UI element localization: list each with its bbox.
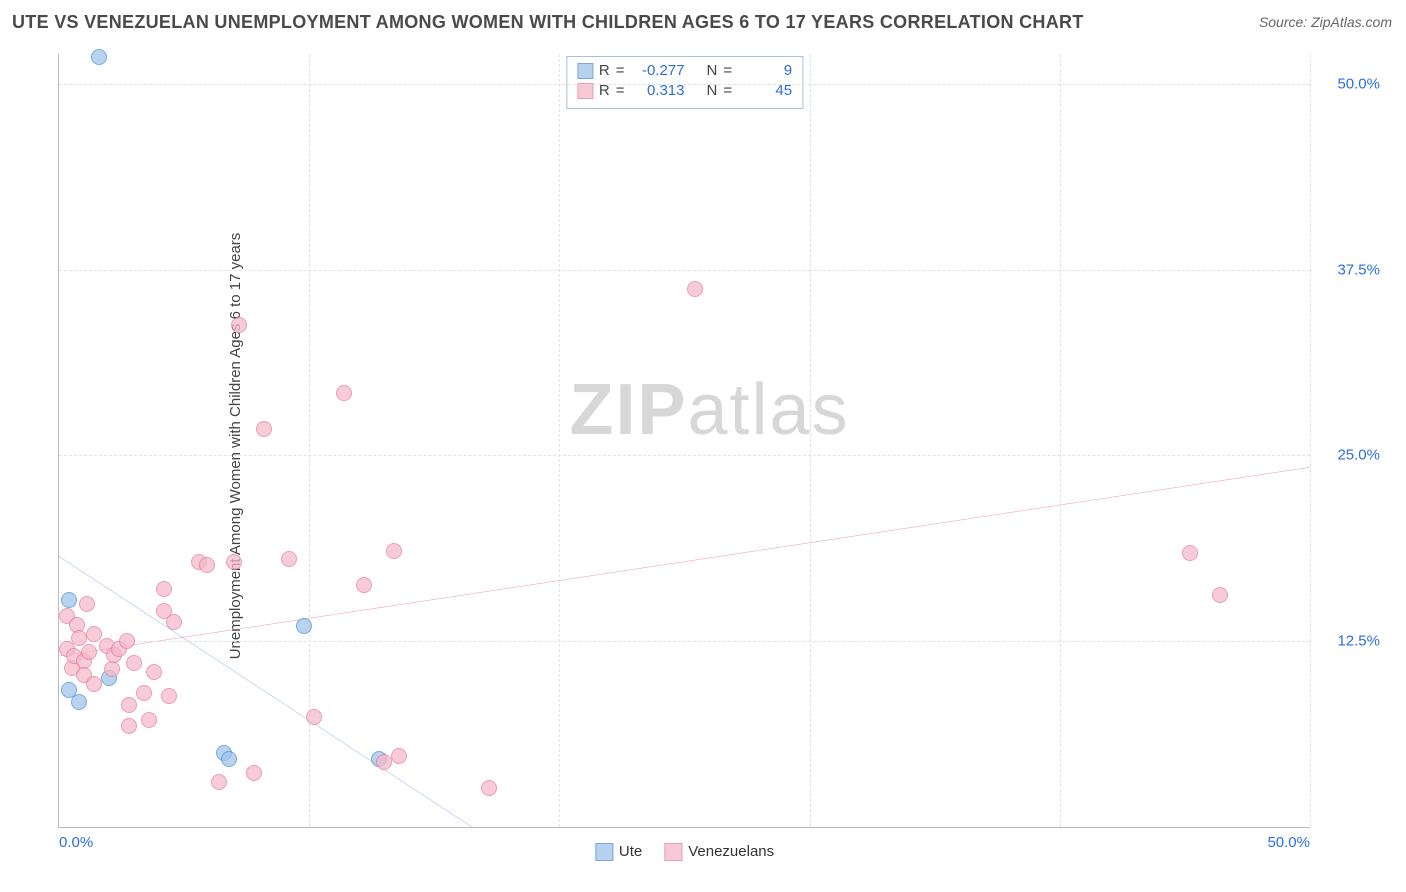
gridline-vertical	[810, 54, 811, 827]
scatter-point	[199, 557, 215, 573]
y-tick-label: 50.0%	[1320, 75, 1380, 92]
scatter-point	[687, 281, 703, 297]
scatter-point	[481, 780, 497, 796]
scatter-point	[226, 554, 242, 570]
scatter-point	[91, 49, 107, 65]
legend-item: Ute	[595, 843, 642, 861]
legend-swatch	[664, 843, 682, 861]
scatter-point	[246, 765, 262, 781]
n-value: 9	[738, 61, 792, 81]
scatter-point	[391, 748, 407, 764]
scatter-point	[146, 664, 162, 680]
x-tick-max: 50.0%	[1267, 834, 1310, 851]
scatter-point	[141, 712, 157, 728]
scatter-point	[81, 644, 97, 660]
source-attribution: Source: ZipAtlas.com	[1259, 14, 1392, 30]
y-tick-label: 25.0%	[1320, 447, 1380, 464]
trend-line	[59, 467, 1310, 656]
scatter-point	[61, 592, 77, 608]
scatter-point	[281, 551, 297, 567]
scatter-point	[1212, 587, 1228, 603]
scatter-point	[231, 317, 247, 333]
scatter-point	[306, 709, 322, 725]
scatter-point	[156, 581, 172, 597]
scatter-point	[211, 774, 227, 790]
scatter-point	[104, 661, 120, 677]
r-value: -0.277	[631, 61, 685, 81]
watermark-bold: ZIP	[569, 370, 687, 450]
gridline-horizontal	[59, 84, 1310, 85]
scatter-point	[166, 614, 182, 630]
scatter-point	[376, 754, 392, 770]
scatter-point	[1182, 545, 1198, 561]
plot-area: ZIPatlas R=-0.277N=9R=0.313N=45 UteVenez…	[58, 54, 1310, 828]
legend-swatch	[595, 843, 613, 861]
scatter-point	[119, 633, 135, 649]
trend-line	[59, 556, 472, 827]
y-tick-label: 37.5%	[1320, 261, 1380, 278]
gridline-horizontal	[59, 455, 1310, 456]
legend-item: Venezuelans	[664, 843, 774, 861]
scatter-point	[71, 694, 87, 710]
scatter-point	[136, 685, 152, 701]
scatter-point	[221, 751, 237, 767]
chart-title: UTE VS VENEZUELAN UNEMPLOYMENT AMONG WOM…	[12, 12, 1084, 33]
correlation-chart: UTE VS VENEZUELAN UNEMPLOYMENT AMONG WOM…	[0, 0, 1406, 892]
x-tick-min: 0.0%	[59, 834, 93, 851]
scatter-point	[126, 655, 142, 671]
scatter-point	[79, 596, 95, 612]
r-label: R	[599, 61, 610, 81]
scatter-point	[121, 697, 137, 713]
gridline-vertical	[1310, 54, 1311, 827]
scatter-point	[386, 543, 402, 559]
scatter-point	[296, 618, 312, 634]
stats-legend-box: R=-0.277N=9R=0.313N=45	[566, 56, 803, 109]
watermark: ZIPatlas	[569, 369, 849, 451]
trend-lines	[59, 54, 1310, 827]
watermark-light: atlas	[687, 370, 849, 450]
series-legend: Ute Venezuelans	[595, 843, 774, 861]
series-swatch	[577, 63, 593, 79]
n-label: N	[707, 61, 718, 81]
gridline-horizontal	[59, 641, 1310, 642]
scatter-point	[86, 676, 102, 692]
series-swatch	[577, 83, 593, 99]
gridline-vertical	[559, 54, 560, 827]
legend-label: Venezuelans	[688, 843, 774, 860]
y-tick-label: 12.5%	[1320, 633, 1380, 650]
scatter-point	[356, 577, 372, 593]
stats-row: R=-0.277N=9	[577, 61, 792, 81]
scatter-point	[121, 718, 137, 734]
scatter-point	[161, 688, 177, 704]
gridline-horizontal	[59, 270, 1310, 271]
gridline-vertical	[1060, 54, 1061, 827]
legend-label: Ute	[619, 843, 642, 860]
scatter-point	[336, 385, 352, 401]
scatter-point	[256, 421, 272, 437]
